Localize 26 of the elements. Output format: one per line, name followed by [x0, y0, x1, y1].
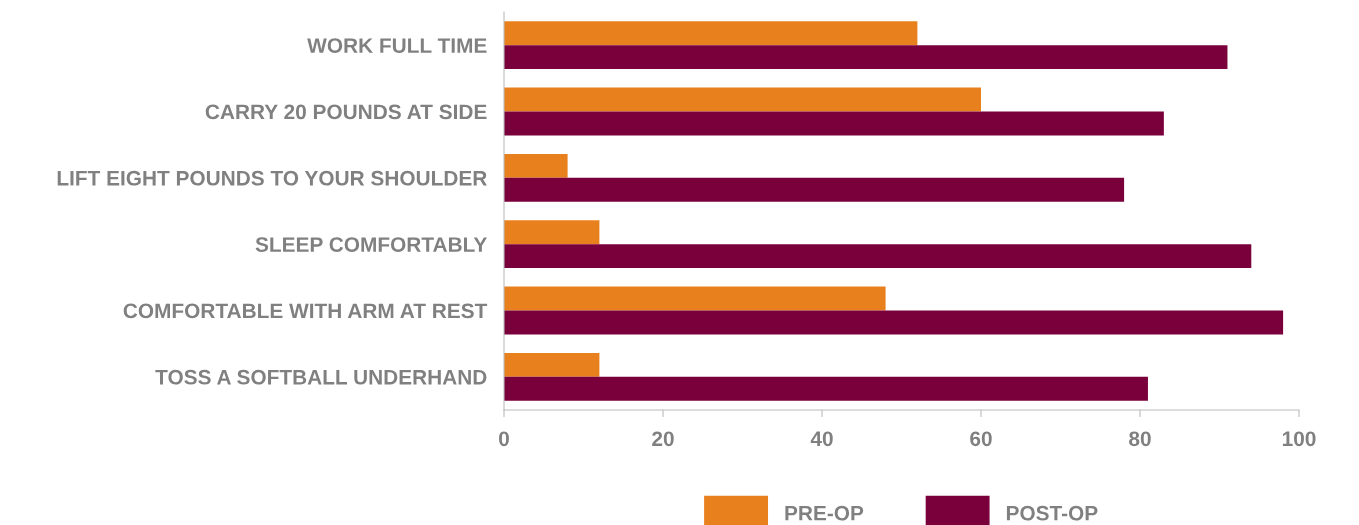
bar [504, 87, 981, 112]
x-tick-label: 100 [1282, 431, 1316, 447]
bar [504, 21, 918, 46]
x-tick-label: 60 [970, 431, 992, 447]
y-tick-label: CARRY 20 POUNDS AT SIDE [205, 104, 487, 120]
legend-label: PRE-OP [785, 505, 864, 521]
x-tick-label: 80 [1129, 431, 1151, 447]
y-tick-label: LIFT EIGHT POUNDS TO YOUR SHOULDER [57, 170, 487, 186]
bar [504, 111, 1164, 136]
x-tick-label: 20 [652, 431, 674, 447]
bar [504, 310, 1284, 335]
y-tick-label: WORK FULL TIME [307, 38, 487, 53]
bar [504, 286, 886, 311]
bar [504, 376, 1148, 401]
bar [504, 244, 1252, 269]
bar [504, 220, 600, 245]
bar [504, 177, 1125, 202]
x-tick-label: 40 [810, 431, 833, 447]
x-tick-label: 0 [499, 431, 509, 447]
bar [504, 45, 1228, 70]
y-tick-label: COMFORTABLE WITH ARM AT REST [123, 303, 488, 319]
y-tick-label: SLEEP COMFORTABLY [255, 237, 487, 252]
bar [504, 352, 600, 377]
y-tick-label: TOSS A SOFTBALL UNDERHAND [155, 369, 487, 385]
legend-label: POST-OP [1006, 505, 1098, 521]
bar [504, 153, 568, 178]
